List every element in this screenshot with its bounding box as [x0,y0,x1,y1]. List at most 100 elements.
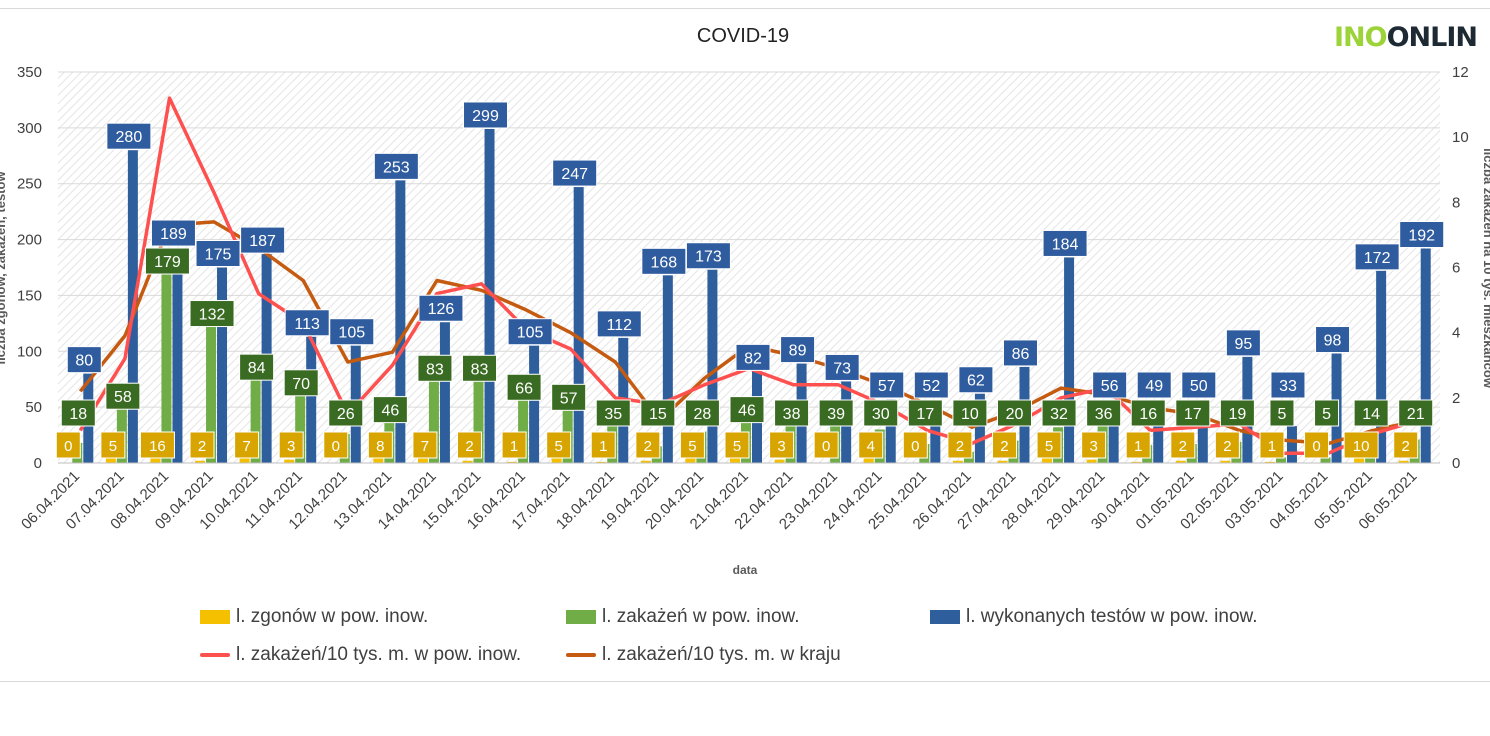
data-label-tests: 172 [1354,243,1400,271]
data-label-infections: 14 [1353,399,1389,427]
data-label-tests: 247 [552,159,598,187]
data-label-infections: 36 [1086,399,1122,427]
data-label-tests-text: 73 [833,360,851,377]
data-label-tests-text: 86 [1012,346,1030,363]
data-label-deaths-box [1304,431,1330,459]
data-label-deaths: 16 [139,431,175,459]
data-label-infections-box [863,399,899,427]
data-label-infections: 30 [863,399,899,427]
bar-deaths [1175,460,1186,463]
bar-deaths [640,460,651,463]
data-label-infections: 39 [818,399,854,427]
data-label-deaths: 4 [858,431,884,459]
data-label-tests-text: 172 [1364,250,1391,267]
data-label-infections-box [1398,399,1434,427]
data-label-deaths: 1 [1125,431,1151,459]
data-label-tests-text: 105 [338,325,365,342]
data-label-deaths: 2 [1170,431,1196,459]
data-label-tests-box [780,336,816,364]
legend-swatch-tests [930,610,960,624]
data-label-tests: 56 [1092,371,1128,399]
data-label-deaths-text: 7 [421,438,429,455]
data-label-tests-text: 62 [967,373,985,390]
data-label-tests-box [1354,243,1400,271]
data-label-deaths-text: 2 [198,438,206,455]
data-label-deaths: 5 [100,431,126,459]
y-tick-right: 12 [1452,64,1469,81]
y-tick-right: 10 [1452,129,1469,146]
data-label-infections-box [774,399,810,427]
data-label-tests-text: 175 [205,247,232,264]
bar-infections [1320,457,1331,463]
data-label-infections-box [595,399,631,427]
data-label-tests-box [913,371,949,399]
data-label-infections-text: 5 [1322,406,1331,423]
legend-label-tests: l. wykonanych testów w pow. inow. [966,606,1258,627]
data-label-infections-box [1041,399,1077,427]
data-label-infections-box [729,396,765,424]
data-label-deaths: 1 [501,431,527,459]
data-label-infections-box [996,399,1032,427]
data-label-tests: 57 [869,371,905,399]
data-label-deaths-box [1259,431,1285,459]
bar-deaths [730,457,740,463]
data-label-deaths: 2 [635,431,661,459]
bar-deaths [1220,460,1231,463]
data-label-deaths-text: 5 [1045,438,1053,455]
bar-infections [250,369,261,463]
data-label-deaths-box [1214,431,1240,459]
data-label-infections-box [1130,399,1166,427]
data-label-deaths: 3 [769,431,795,459]
data-label-deaths-text: 5 [688,438,696,455]
data-label-tests-box [824,353,860,381]
data-label-tests-text: 105 [517,325,544,342]
bar-tests [1420,248,1431,463]
data-label-tests: 80 [66,346,102,374]
data-label-tests-text: 173 [695,249,722,266]
data-label-infections-box [907,399,943,427]
data-label-deaths-text: 10 [1353,438,1370,455]
data-label-tests-text: 126 [428,301,455,318]
data-label-infections-box [1353,399,1389,427]
legend-item-infections: l. zakażeń w pow. inow. [566,606,800,628]
data-label-infections-box [60,399,96,427]
data-label-deaths-text: 2 [1000,438,1008,455]
data-label-deaths-box [1393,431,1419,459]
data-label-deaths: 5 [679,431,705,459]
data-label-deaths-text: 2 [1223,438,1231,455]
data-label-tests-text: 280 [116,129,143,146]
data-label-infections-box [684,399,720,427]
bar-tests [885,399,896,463]
data-label-infections: 17 [1175,399,1211,427]
logo-part-1: INO [1334,22,1388,53]
data-label-tests: 73 [824,353,860,381]
data-label-deaths: 2 [947,431,973,459]
data-label-tests: 105 [507,318,553,346]
bar-infections [161,263,172,463]
data-label-deaths-box [724,431,750,459]
data-label-deaths-box [635,431,661,459]
bar-deaths [462,460,473,463]
data-label-tests-text: 189 [160,226,187,243]
bar-infections [206,315,217,463]
logo-part-2: ONLIN [1386,22,1478,53]
bar-tests [1064,257,1075,463]
data-label-infections-text: 17 [1184,406,1202,423]
data-label-tests: 112 [596,310,642,338]
data-label-tests: 173 [685,242,731,270]
data-label-deaths: 0 [813,431,839,459]
data-label-tests-text: 98 [1324,333,1342,350]
data-label-infections-box [239,353,275,381]
y-tick-right: 0 [1452,455,1460,472]
data-label-deaths-text: 3 [287,438,295,455]
legend-item-deaths: l. zgonów w pow. inow. [200,606,428,628]
data-label-deaths: 1 [1259,431,1285,459]
legend-swatch-deaths [200,610,230,624]
data-label-infections: 38 [774,399,810,427]
data-label-infections: 5 [1314,399,1340,427]
data-label-infections: 5 [1269,399,1295,427]
bar-tests [439,322,450,463]
data-label-tests-text: 247 [561,166,588,183]
data-label-tests: 299 [463,101,509,129]
data-label-infections-text: 66 [515,380,533,397]
